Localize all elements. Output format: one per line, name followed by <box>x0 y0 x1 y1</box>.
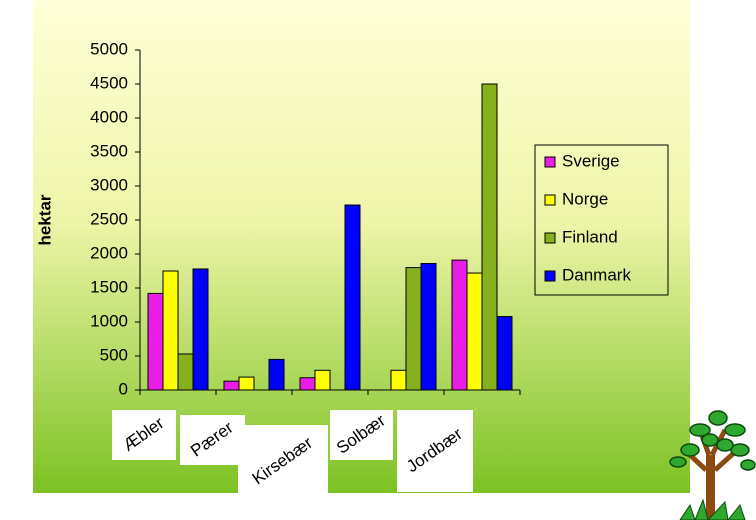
legend-label: Sverige <box>562 151 620 170</box>
legend-swatch <box>544 156 556 168</box>
y-tick-label: 3000 <box>90 175 128 194</box>
legend-swatch <box>544 270 556 282</box>
y-tick-label: 2000 <box>90 243 128 262</box>
x-tick-group: Jordbær <box>397 410 473 492</box>
y-tick-label: 2500 <box>90 209 128 228</box>
y-tick-label: 0 <box>119 379 128 398</box>
bar <box>496 316 513 391</box>
x-label-box <box>330 410 393 460</box>
x-label-box <box>238 425 328 498</box>
legend-label: Finland <box>562 227 618 246</box>
y-tick-label: 4500 <box>90 73 128 92</box>
legend-label: Danmark <box>562 265 631 284</box>
y-tick-label: 1000 <box>90 311 128 330</box>
x-label-box <box>180 415 245 465</box>
bar <box>451 259 468 391</box>
bar <box>177 353 194 391</box>
bar <box>405 267 422 391</box>
bar <box>299 377 316 391</box>
bar <box>481 83 498 391</box>
legend-label: Norge <box>562 189 608 208</box>
bar <box>390 369 407 391</box>
bar <box>192 268 209 391</box>
y-tick-label: 500 <box>100 345 128 364</box>
x-label-box <box>112 410 176 460</box>
x-tick-group: Æbler <box>112 410 176 460</box>
y-tick-label: 3500 <box>90 141 128 160</box>
x-tick-group: Pærer <box>180 415 245 465</box>
bar <box>147 292 164 391</box>
bar <box>420 263 437 391</box>
bar <box>162 270 179 391</box>
bar <box>238 376 255 391</box>
legend-box <box>534 144 669 296</box>
y-tick-label: 1500 <box>90 277 128 296</box>
x-tick-group: Solbær <box>330 410 393 460</box>
bar <box>344 204 361 391</box>
legend-swatch <box>544 194 556 206</box>
x-tick-group: Kirsebær <box>238 425 328 498</box>
y-axis-label: hektar <box>35 194 54 245</box>
y-tick-label: 4000 <box>90 107 128 126</box>
bar <box>268 358 285 391</box>
tree-icon <box>669 410 756 520</box>
bar <box>466 272 483 391</box>
bar <box>314 369 331 391</box>
y-tick-label: 5000 <box>90 39 128 58</box>
legend-swatch <box>544 232 556 244</box>
bar <box>223 380 240 391</box>
x-label-box <box>397 410 473 492</box>
